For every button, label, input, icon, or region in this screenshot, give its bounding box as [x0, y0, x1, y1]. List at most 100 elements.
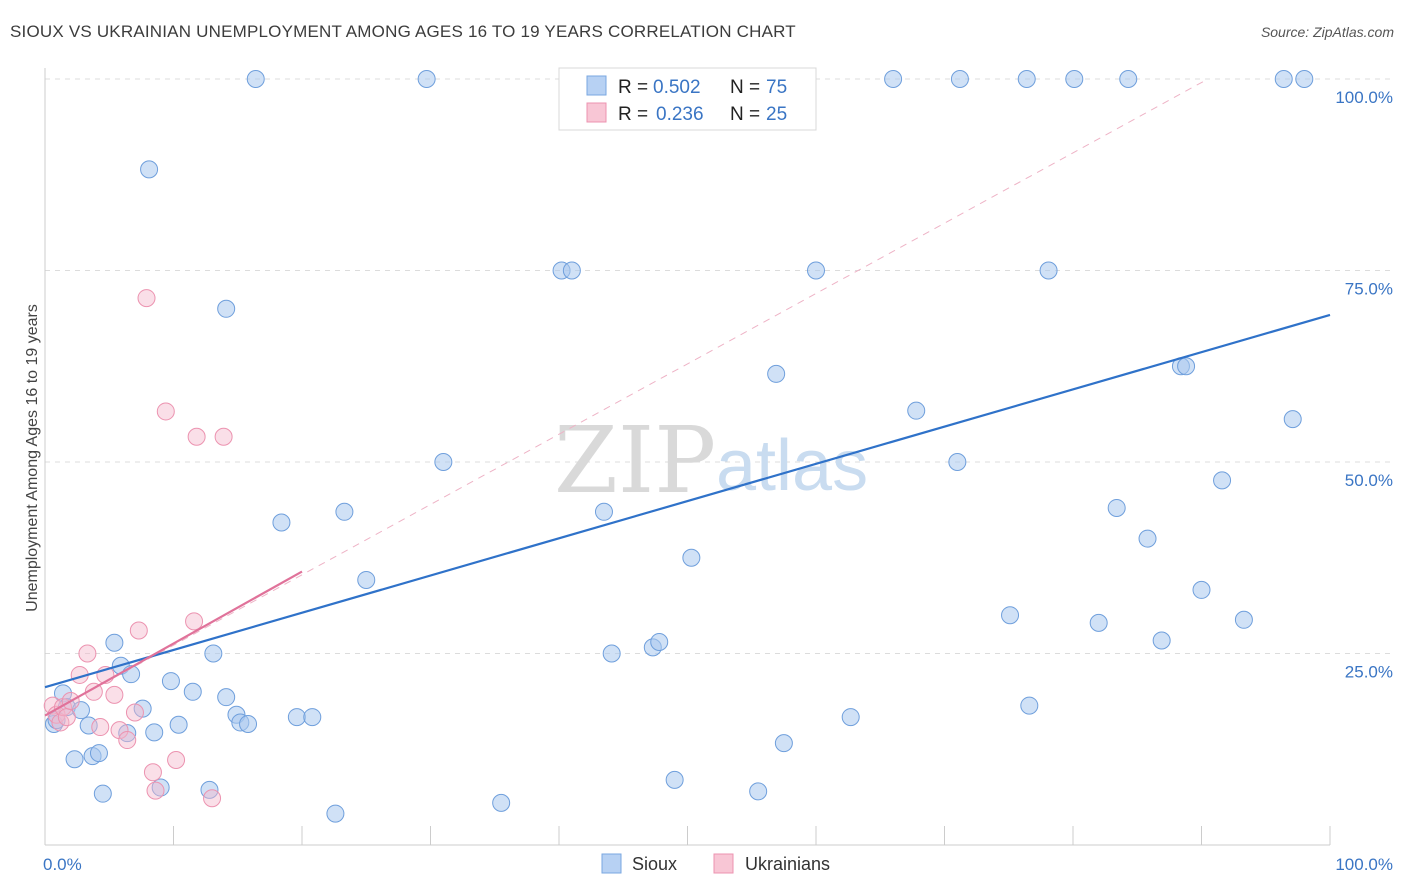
tick-labels: 25.0% 50.0% 75.0% 100.0% 0.0% 100.0% [43, 88, 1393, 874]
ukrainians-point-20 [167, 750, 186, 769]
y-tick-label-0: 25.0% [1345, 663, 1393, 682]
sioux-point-54 [950, 70, 969, 88]
sioux-point-48 [774, 734, 793, 753]
sioux-point-18 [169, 715, 188, 734]
bottom-legend-label-sioux: Sioux [632, 854, 677, 874]
ukrainians-point-7 [78, 644, 97, 663]
ukrainians-point-13 [118, 731, 137, 750]
chart-title: SIOUX VS UKRAINIAN UNEMPLOYMENT AMONG AG… [10, 22, 796, 41]
sioux-point-70 [1274, 70, 1293, 88]
sioux-point-63 [1138, 529, 1157, 548]
bottom-legend-swatch-sioux [601, 853, 622, 874]
ukrainians-point-23 [203, 789, 222, 808]
sioux-point-25 [239, 714, 258, 733]
sioux-point-62 [1119, 70, 1138, 88]
y-tick-label-2: 75.0% [1345, 280, 1393, 299]
sioux-point-34 [434, 453, 453, 471]
x-tick-label-min: 0.0% [43, 855, 82, 874]
legend-r-value-sioux: 0.502 [653, 77, 701, 98]
sioux-point-72 [1295, 70, 1314, 88]
sioux-point-56 [1017, 70, 1036, 88]
sioux-point-66 [1177, 357, 1196, 376]
ukrainians-point-24 [214, 427, 233, 446]
sioux-point-42 [665, 770, 684, 789]
sioux-point-55 [1001, 606, 1020, 625]
sioux-point-50 [841, 708, 860, 727]
source-label: Source: ZipAtlas.com [1260, 24, 1394, 40]
sioux-point-59 [1065, 70, 1084, 88]
sioux-point-29 [303, 708, 322, 727]
sioux-point-4 [65, 750, 84, 769]
sioux-point-26 [246, 70, 265, 88]
sioux-point-31 [335, 502, 354, 521]
ukrainians-point-11 [105, 685, 124, 704]
ukrainians-trend-line [44, 570, 303, 717]
ukrainians-point-17 [143, 763, 162, 782]
x-tick-label-max: 100.0% [1335, 855, 1393, 874]
sioux-point-9 [93, 784, 112, 803]
ukrainians-point-15 [129, 621, 148, 640]
ukrainians-point-21 [185, 612, 204, 631]
ukrainians-point-18 [146, 781, 165, 800]
correlation-legend: R = 0.502 N = 75 R = 0.236 N = 25 [558, 67, 817, 131]
series-legend: Sioux Ukrainians [601, 853, 830, 874]
watermark-atlas: atlas [716, 426, 868, 506]
y-tick-label-1: 50.0% [1345, 471, 1393, 490]
ukrainians-point-16 [137, 289, 156, 308]
sioux-point-10 [105, 633, 124, 652]
sioux-point-41 [650, 633, 669, 652]
sioux-point-51 [884, 70, 903, 88]
bottom-legend-label-ukrainians: Ukrainians [745, 854, 830, 874]
legend-n-label-ukrainians: N = [730, 104, 760, 125]
grid [45, 78, 1395, 654]
legend-swatch-sioux [586, 75, 607, 96]
sioux-point-53 [948, 453, 967, 471]
sioux-point-61 [1107, 498, 1126, 517]
sioux-point-67 [1192, 580, 1211, 599]
ukrainians-point-14 [125, 703, 144, 722]
sioux-point-52 [907, 401, 926, 420]
legend-r-label-sioux: R = [618, 77, 648, 98]
sioux-point-33 [417, 70, 436, 88]
sioux-point-19 [183, 682, 202, 701]
sioux-point-74 [217, 299, 236, 318]
sioux-point-43 [682, 548, 701, 567]
sioux-point-22 [217, 688, 236, 707]
y-axis-label: Unemployment Among Ages 16 to 19 years [24, 304, 41, 612]
ukrainians-point-4 [57, 708, 76, 727]
sioux-point-15 [145, 723, 164, 742]
watermark-zip: ZIP [554, 407, 716, 514]
sioux-point-35 [492, 793, 511, 812]
sioux-point-68 [1213, 471, 1232, 490]
sioux-point-8 [89, 744, 108, 763]
sioux-point-30 [326, 804, 345, 823]
trend-lines [44, 78, 1331, 717]
legend-r-value-ukrainians: 0.236 [656, 104, 704, 125]
ukrainians-point-19 [156, 402, 175, 421]
sioux-points [44, 70, 1314, 823]
sioux-point-49 [807, 261, 825, 280]
y-tick-label-3: 100.0% [1335, 88, 1393, 107]
sioux-point-71 [1283, 410, 1302, 429]
sioux-point-73 [140, 160, 159, 179]
sioux-point-69 [1234, 610, 1253, 629]
sioux-point-28 [287, 708, 306, 727]
legend-n-label-sioux: N = [730, 77, 760, 98]
sioux-point-16 [151, 778, 170, 797]
sioux-point-32 [357, 570, 376, 589]
ukrainians-point-22 [187, 427, 206, 446]
sioux-point-60 [1089, 613, 1108, 632]
sioux-point-47 [767, 364, 786, 383]
sioux-point-58 [1039, 261, 1058, 280]
sioux-point-39 [602, 644, 621, 663]
bottom-legend-swatch-ukrainians [713, 853, 734, 874]
ukrainians-point-12 [110, 721, 129, 740]
legend-n-value-ukrainians: 25 [766, 104, 787, 125]
sioux-point-6 [79, 716, 98, 735]
sioux-point-38 [594, 502, 613, 521]
ukrainians-point-9 [91, 718, 110, 737]
sioux-trend-line [44, 313, 1331, 689]
ukrainians-trend-extension [44, 78, 1209, 716]
sioux-point-46 [749, 782, 768, 801]
